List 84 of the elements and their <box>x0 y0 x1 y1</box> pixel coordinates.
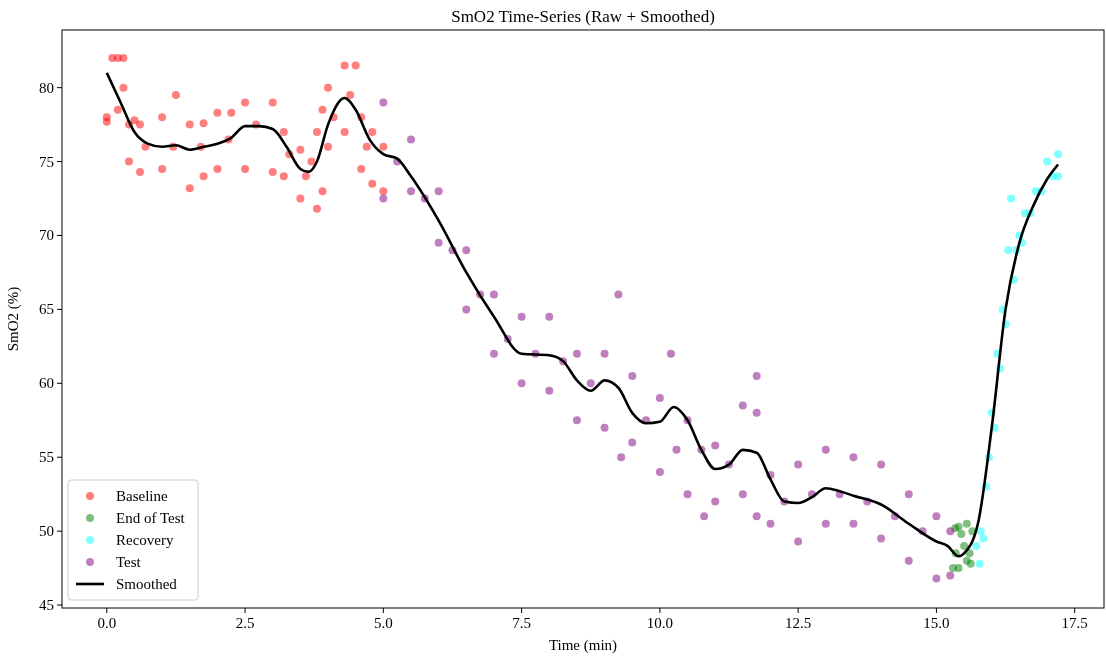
point <box>241 164 250 173</box>
legend-label: End of Test <box>116 510 186 526</box>
y-tick-label: 50 <box>39 523 54 540</box>
point <box>965 549 974 558</box>
point <box>1004 246 1013 255</box>
point <box>340 61 349 70</box>
point <box>130 116 139 125</box>
point <box>351 61 360 70</box>
point <box>975 559 984 568</box>
point <box>1043 157 1052 166</box>
legend-label: Baseline <box>116 488 168 504</box>
point <box>368 128 377 136</box>
point <box>141 142 150 151</box>
point <box>296 194 305 203</box>
point <box>324 83 333 92</box>
point <box>318 105 327 114</box>
point <box>960 541 969 550</box>
point <box>171 91 180 100</box>
x-tick-label: 17.5 <box>1061 615 1088 631</box>
point <box>158 113 167 122</box>
point <box>268 167 277 176</box>
point <box>135 167 144 176</box>
point <box>279 128 288 136</box>
point <box>957 530 966 539</box>
point <box>227 108 236 117</box>
point <box>158 164 167 173</box>
point <box>113 105 122 114</box>
point <box>135 120 144 129</box>
y-axis-title: SmO2 (%) <box>5 286 22 352</box>
point <box>357 164 366 173</box>
point <box>199 172 208 181</box>
y-tick-label: 65 <box>39 301 54 318</box>
point <box>279 172 288 181</box>
y-tick-label: 55 <box>39 449 54 466</box>
x-tick-label: 0.0 <box>97 615 117 631</box>
point <box>119 83 128 92</box>
point <box>312 128 321 136</box>
point <box>307 157 316 166</box>
point <box>213 164 222 173</box>
point <box>296 145 305 154</box>
point <box>241 98 250 107</box>
point <box>185 120 194 129</box>
point <box>312 204 321 213</box>
legend-label: Test <box>116 554 142 570</box>
line-series <box>105 71 1060 558</box>
point <box>979 534 988 543</box>
point <box>362 142 371 151</box>
x-tick-label: 7.5 <box>512 615 531 631</box>
point <box>268 98 277 107</box>
x-tick-label: 2.5 <box>235 615 255 631</box>
x-tick-label: 10.0 <box>646 615 673 631</box>
point <box>185 184 194 193</box>
y-tick-label: 70 <box>39 227 54 244</box>
x-tick-label: 12.5 <box>785 615 812 631</box>
point <box>1007 194 1016 203</box>
point <box>379 142 388 151</box>
point <box>340 128 349 136</box>
y-tick-label: 45 <box>39 597 54 614</box>
y-tick-label: 80 <box>39 79 54 96</box>
point <box>301 172 310 181</box>
x-tick-label: 5.0 <box>373 615 393 631</box>
point <box>199 119 208 128</box>
point <box>976 527 985 536</box>
point <box>318 187 327 196</box>
point <box>346 91 355 100</box>
x-tick-label: 15.0 <box>923 615 950 631</box>
point <box>368 179 377 188</box>
point <box>954 564 963 573</box>
y-tick-label: 75 <box>39 153 54 170</box>
x-axis-title: Time (min) <box>548 637 618 654</box>
chart-title: SmO2 Time-Series (Raw + Smoothed) <box>451 7 715 26</box>
point <box>379 187 388 196</box>
point <box>102 117 111 126</box>
point <box>972 541 981 550</box>
y-tick-label: 60 <box>39 375 54 392</box>
point <box>124 157 133 166</box>
point <box>213 108 222 117</box>
point <box>962 519 971 528</box>
point <box>119 54 128 63</box>
point <box>1054 150 1063 159</box>
legend-label: Smoothed <box>116 576 178 592</box>
point <box>324 142 333 151</box>
point <box>966 559 975 568</box>
legend-label: Recovery <box>116 532 174 548</box>
